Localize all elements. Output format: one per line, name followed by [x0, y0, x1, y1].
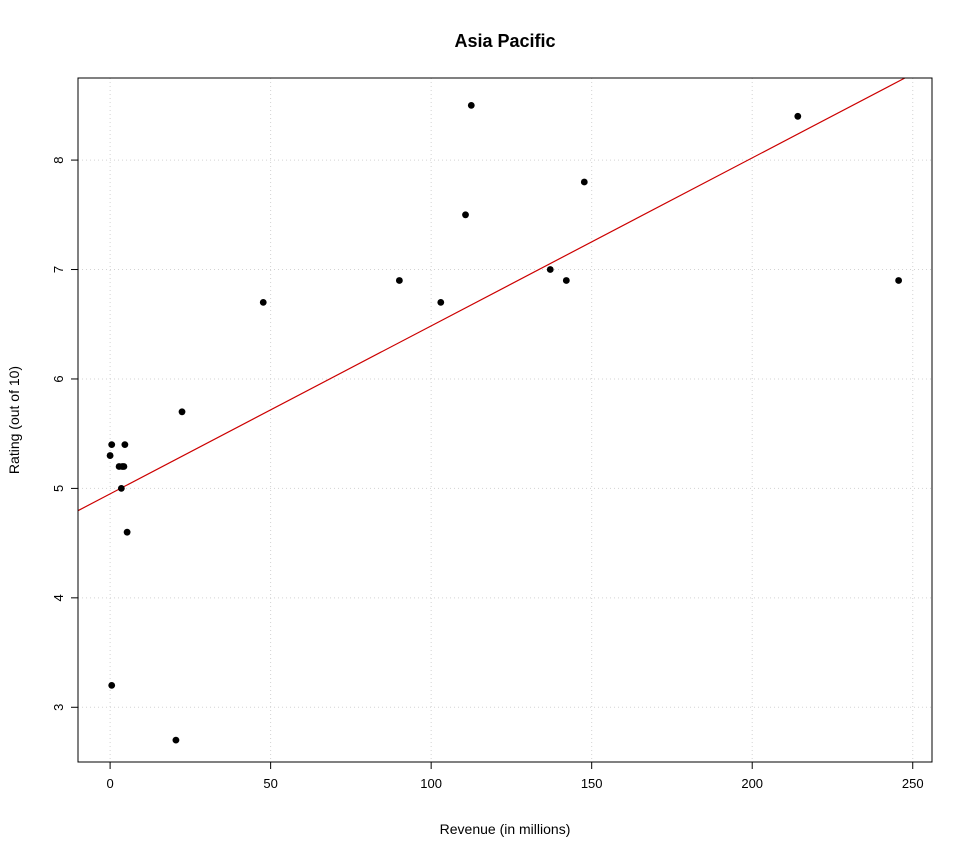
data-point — [108, 681, 116, 689]
x-tick-label: 150 — [581, 776, 603, 791]
regression-line — [77, 77, 906, 512]
grid — [78, 78, 932, 762]
data-point — [259, 298, 267, 306]
points-layer — [106, 101, 903, 744]
data-point — [178, 408, 186, 416]
data-point — [117, 485, 125, 492]
data-point — [794, 112, 802, 120]
data-point — [437, 298, 445, 306]
data-point — [580, 178, 588, 186]
y-tick-label: 4 — [51, 594, 66, 601]
y-tick-label: 6 — [51, 375, 66, 382]
data-point — [462, 211, 469, 219]
x-tick-label: 250 — [902, 776, 924, 791]
x-axis-label: Revenue (in millions) — [440, 821, 571, 837]
y-axis: 3 4 5 6 7 8 — [51, 156, 78, 711]
y-tick-label: 8 — [51, 156, 66, 163]
data-point — [120, 463, 128, 470]
data-point — [562, 277, 570, 284]
x-tick-label: 200 — [741, 776, 763, 791]
chart-title: Asia Pacific — [454, 31, 555, 51]
data-point — [546, 266, 554, 273]
y-tick-label: 5 — [51, 485, 66, 492]
data-point — [108, 441, 116, 449]
data-point — [895, 277, 903, 284]
x-tick-label: 100 — [420, 776, 442, 791]
x-tick-label: 0 — [106, 776, 113, 791]
y-tick-label: 3 — [51, 704, 66, 711]
data-point — [121, 441, 129, 449]
data-point — [172, 736, 180, 744]
plot-frame — [77, 77, 933, 763]
y-tick-label: 7 — [51, 266, 66, 273]
fit-line-layer — [77, 77, 906, 512]
data-point — [395, 277, 403, 284]
data-point — [467, 101, 475, 109]
x-axis: 0 50 100 150 200 250 — [106, 762, 924, 791]
y-axis-label: Rating (out of 10) — [6, 366, 22, 474]
data-point — [123, 528, 131, 536]
data-point — [106, 452, 114, 459]
x-tick-label: 50 — [263, 776, 277, 791]
